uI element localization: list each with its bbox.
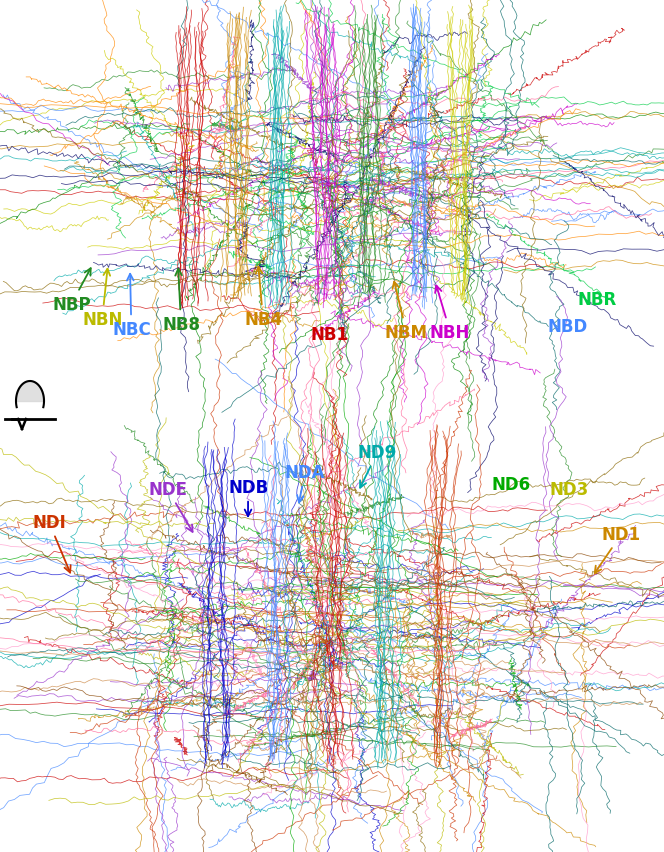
Text: NBC: NBC bbox=[112, 274, 151, 338]
Text: ND9: ND9 bbox=[358, 444, 397, 488]
Text: NBM: NBM bbox=[385, 282, 428, 342]
Text: NDE: NDE bbox=[148, 481, 193, 532]
Text: NBH: NBH bbox=[430, 286, 470, 342]
Text: ND1: ND1 bbox=[595, 526, 641, 573]
Text: NBN: NBN bbox=[82, 269, 122, 329]
Text: NBP: NBP bbox=[52, 269, 91, 314]
Text: NDA: NDA bbox=[285, 463, 325, 503]
Text: ND3: ND3 bbox=[550, 481, 589, 498]
Text: NBR: NBR bbox=[578, 291, 618, 308]
Text: NB1: NB1 bbox=[311, 325, 349, 343]
Text: NB8: NB8 bbox=[162, 269, 200, 334]
Text: NDI: NDI bbox=[32, 514, 70, 573]
Text: ND6: ND6 bbox=[492, 475, 531, 493]
Text: NB4: NB4 bbox=[244, 268, 282, 329]
Text: NBD: NBD bbox=[548, 318, 588, 336]
Text: NDB: NDB bbox=[228, 479, 268, 516]
